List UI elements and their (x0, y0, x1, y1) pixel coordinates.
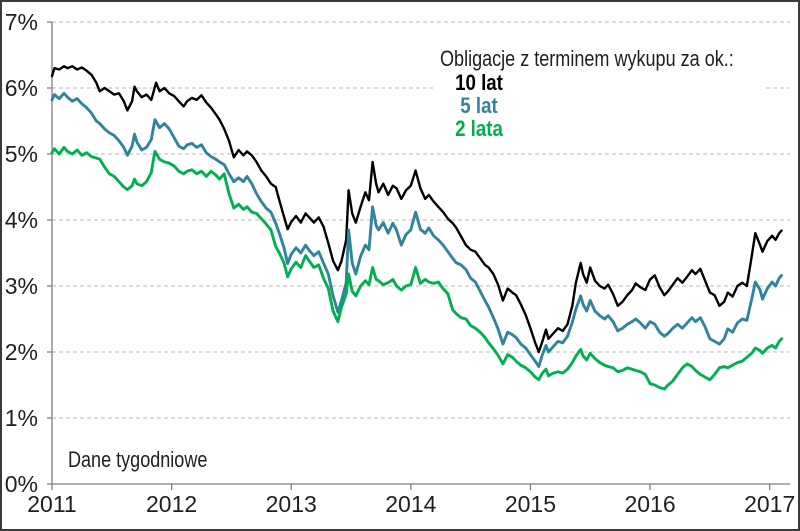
y-tick-label: 0% (5, 471, 38, 497)
x-tick-label: 2012 (146, 491, 197, 517)
legend-title: Obligacje z terminem wykupu za ok.: (440, 48, 798, 70)
x-tick-label: 2011 (27, 491, 76, 517)
legend-entries: 10 lat 5 lat 2 lata (433, 71, 525, 140)
y-tick-label: 7% (5, 9, 38, 35)
series-line-5-lat (50, 91, 784, 368)
y-tick-label: 4% (5, 207, 38, 233)
legend-entry-5-lat: 5 lat (460, 93, 498, 118)
legend-title-text: Obligacje z terminem wykupu za ok.: (440, 46, 734, 71)
y-tick-label: 1% (5, 405, 38, 431)
legend-entry-10-lat: 10 lat (455, 70, 503, 95)
x-tick-label: 2014 (385, 491, 436, 517)
data-frequency-note: Dane tygodniowe (68, 447, 208, 472)
y-tick-label: 5% (5, 141, 38, 167)
series-line-2-lata (50, 145, 784, 391)
y-tick-label: 2% (5, 339, 38, 365)
x-tick-label: 2013 (266, 491, 317, 517)
y-tick-label: 3% (5, 273, 38, 299)
chart-legend: Obligacje z terminem wykupu za ok.: 10 l… (433, 38, 763, 140)
x-tick-label: 2017 (744, 491, 795, 517)
series-line-10-lat (50, 64, 783, 354)
x-tick-label: 2016 (624, 491, 675, 517)
y-tick-label: 6% (5, 75, 38, 101)
legend-entry-2-lata: 2 lata (455, 116, 503, 141)
x-tick-label: 2015 (505, 491, 556, 517)
